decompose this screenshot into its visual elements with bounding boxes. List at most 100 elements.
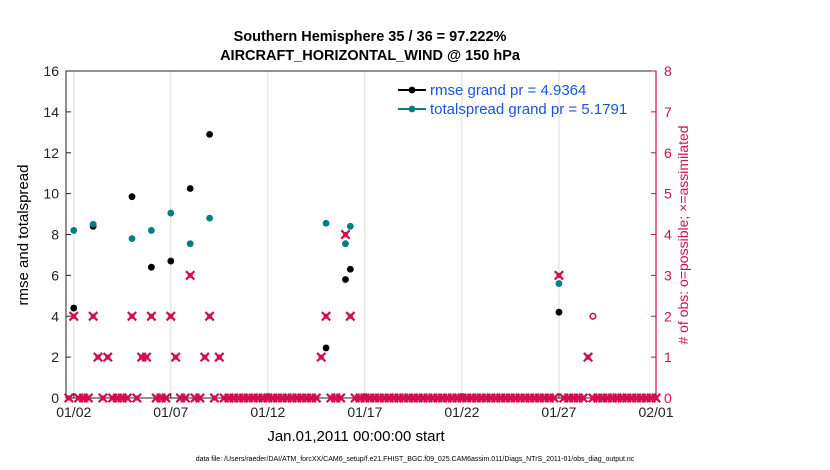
y-tick-label: 6 xyxy=(51,267,59,283)
rmse-marker xyxy=(186,185,194,192)
legend-spread-marker xyxy=(408,105,416,113)
totalspread-marker xyxy=(70,227,78,234)
obs-assimilated-dot xyxy=(308,395,315,401)
y-right-tick-label: 1 xyxy=(664,349,672,365)
chart-title: Southern Hemisphere 35 / 36 = 97.222% xyxy=(234,29,507,45)
x-tick-label: 02/01 xyxy=(638,404,673,420)
rmse-marker xyxy=(167,257,175,265)
obs-assimilated-dot xyxy=(192,395,198,401)
footnote: data file: /Users/raeder/DAI/ATM_forcXX/… xyxy=(196,456,635,463)
obs-assimilated-dot xyxy=(114,395,121,401)
y-axis-right-label: # of obs: o=possible; ×=assimilated xyxy=(675,125,691,344)
y-right-tick-label: 7 xyxy=(664,104,672,120)
obs-assimilated-dot xyxy=(512,395,518,401)
obs-assimilated-dot xyxy=(401,395,407,401)
obs-assimilated-dot xyxy=(143,354,150,360)
obs-assimilated-dot xyxy=(376,395,383,401)
obs-assimilated-dot xyxy=(609,395,615,401)
y-tick-label: 12 xyxy=(43,145,59,161)
obs-assimilated-dot xyxy=(444,395,450,401)
obs-assimilated-dot xyxy=(279,395,285,401)
totalspread-marker xyxy=(128,235,136,242)
obs-assimilated-dot xyxy=(168,313,174,319)
obs-assimilated-dot xyxy=(119,395,125,401)
obs-assimilated-dot xyxy=(638,395,645,401)
obs-assimilated-dot xyxy=(294,395,300,401)
obs-assimilated-dot xyxy=(95,354,101,360)
obs-assimilated-dot xyxy=(231,395,237,401)
obs-assimilated-dot xyxy=(221,395,227,401)
obs-assimilated-dot xyxy=(536,395,543,401)
obs-assimilated-dot xyxy=(502,395,509,401)
obs-assimilated-dot xyxy=(148,313,154,319)
y-tick-label: 14 xyxy=(43,104,59,120)
obs-assimilated-dot xyxy=(153,395,159,401)
obs-assimilated-dot xyxy=(391,395,397,401)
totalspread-marker xyxy=(322,219,330,227)
obs-assimilated-dot xyxy=(643,395,649,401)
obs-assimilated-dot xyxy=(575,395,581,401)
obs-assimilated-dot xyxy=(318,354,324,360)
obs-assimilated-dot xyxy=(367,395,373,401)
plot-area xyxy=(65,70,657,399)
rmse-marker xyxy=(206,130,214,138)
totalspread-marker xyxy=(555,280,563,287)
y-tick-label: 10 xyxy=(43,186,59,202)
obs-assimilated-dot xyxy=(590,395,596,401)
obs-assimilated-dot xyxy=(527,395,533,401)
obs-assimilated-dot xyxy=(464,395,470,401)
obs-assimilated-dot xyxy=(202,354,208,360)
obs-assimilated-dot xyxy=(439,395,446,401)
legend: rmse grand pr = 4.9364 totalspread grand… xyxy=(398,82,627,118)
obs-assimilated-dot xyxy=(304,395,310,401)
obs-assimilated-dot xyxy=(604,395,611,401)
obs-assimilated-dot xyxy=(566,395,572,401)
obs-assimilated-dot xyxy=(158,395,164,401)
x-tick-label: 01/22 xyxy=(444,404,479,420)
obs-assimilated-dot xyxy=(90,313,96,319)
obs-assimilated-dot xyxy=(362,395,368,401)
obs-assimilated-dot xyxy=(570,395,577,401)
obs-assimilated-dot xyxy=(124,395,130,401)
obs-possible-marker xyxy=(589,312,597,320)
obs-assimilated-dot xyxy=(211,395,218,401)
rmse-marker xyxy=(346,265,354,273)
obs-assimilated-dot xyxy=(207,313,213,319)
x-tick-label: 01/12 xyxy=(250,404,285,420)
totalspread-marker xyxy=(346,222,354,230)
obs-markers xyxy=(63,229,661,403)
x-tick-label: 01/27 xyxy=(541,404,576,420)
y-right-tick-label: 8 xyxy=(664,63,672,79)
obs-assimilated-dot xyxy=(328,395,334,401)
rmse-marker xyxy=(555,308,563,316)
obs-assimilated-dot xyxy=(342,231,349,238)
totalspread-marker xyxy=(206,214,214,222)
obs-assimilated-dot xyxy=(435,395,441,401)
obs-assimilated-dot xyxy=(517,395,523,401)
y-right-tick-label: 5 xyxy=(664,186,672,202)
obs-assimilated-dot xyxy=(139,354,145,360)
obs-assimilated-dot xyxy=(255,395,261,401)
totalspread-marker xyxy=(186,240,194,248)
obs-assimilated-dot xyxy=(260,395,266,401)
legend-spread-label: totalspread grand pr = 5.1791 xyxy=(430,101,627,118)
obs-assimilated-dot xyxy=(420,395,426,401)
obs-assimilated-dot xyxy=(469,395,475,401)
obs-assimilated-dot xyxy=(386,395,392,401)
obs-assimilated-dot xyxy=(105,354,111,360)
obs-assimilated-dot xyxy=(405,395,412,401)
totalspread-marker xyxy=(342,240,349,248)
obs-assimilated-dot xyxy=(585,354,591,360)
obs-assimilated-dot xyxy=(600,395,606,401)
y-tick-label: 0 xyxy=(51,390,59,406)
obs-assimilated-dot xyxy=(410,395,417,401)
obs-assimilated-dot xyxy=(109,395,116,401)
legend-rmse-marker xyxy=(408,86,416,94)
obs-assimilated-dot xyxy=(430,395,436,401)
obs-assimilated-dot xyxy=(532,395,538,401)
obs-assimilated-dot xyxy=(333,395,339,401)
obs-assimilated-dot xyxy=(284,395,290,401)
obs-assimilated-dot xyxy=(454,395,460,401)
obs-assimilated-dot xyxy=(80,395,87,401)
y-tick-label: 8 xyxy=(51,227,59,243)
